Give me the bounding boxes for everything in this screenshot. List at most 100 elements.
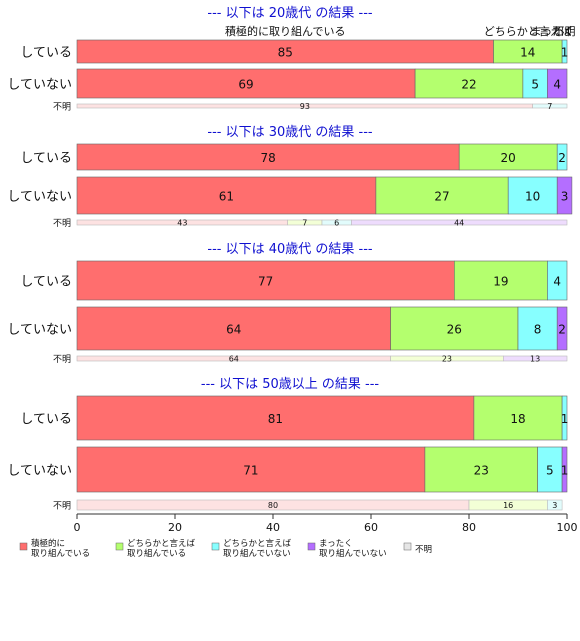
data-label: 14 [520,46,535,60]
bar-segment [561,39,568,64]
section-title: --- 以下は 40歳代 の結果 --- [207,242,373,257]
bar-segment [473,395,563,441]
bar-segment [76,446,426,493]
bar-segment [561,446,568,493]
row-label: している [20,151,72,166]
data-label: 3 [552,501,557,510]
row-label: していない [7,464,72,479]
x-tick-label: 100 [557,521,578,534]
data-label: 4 [553,275,561,289]
legend-swatch [403,542,412,551]
bar-segment [547,499,563,511]
data-label: 7 [302,219,307,228]
row-label: している [20,275,72,290]
legend-label: まったく [319,539,353,549]
data-label: 81 [268,412,283,426]
bar-segment [375,176,509,215]
data-label: 8 [534,323,542,337]
bar-segment [507,176,558,215]
row-label: していない [7,323,72,338]
bar-segment [517,306,558,351]
bar-segment [390,306,519,351]
data-label: 20 [501,151,516,165]
data-label: 64 [226,323,241,337]
x-tick-label: 20 [168,521,182,534]
data-label: 64 [229,355,239,364]
legend-label: 取り組んでいない [319,548,387,559]
data-label: 23 [474,464,489,478]
section-title: --- 以下は 30歳代 の結果 --- [207,125,373,140]
data-label: 1 [561,412,569,426]
bar-segment [522,68,548,99]
row-label: していない [7,190,72,205]
bar-segment [453,260,548,301]
data-label: 6 [334,219,339,228]
data-label: 1 [561,464,569,478]
data-label: 13 [530,355,540,364]
data-label: 2 [558,151,566,165]
bar-segment [76,143,460,171]
x-tick-label: 80 [462,521,476,534]
data-label: 7 [547,102,552,111]
section-title: --- 以下は 50歳以上 の結果 --- [201,377,380,392]
data-label: 16 [503,501,513,510]
bar-segment [547,68,568,99]
data-label: 69 [238,78,253,92]
legend-label: 取り組んでいる [31,548,90,559]
x-tick-label: 40 [266,521,280,534]
legend-swatch [115,542,124,551]
data-label: 78 [260,151,275,165]
bar-segment [556,143,568,171]
column-header-label: まったく [531,25,575,38]
bar-segment [76,260,455,301]
data-label: 61 [219,190,234,204]
bar-segment [76,395,475,441]
row-label: 不明 [53,501,71,512]
data-label: 23 [442,355,452,364]
data-label: 18 [510,412,525,426]
x-tick-label: 60 [364,521,378,534]
data-label: 43 [177,219,187,228]
bar-segment [351,219,568,226]
bar-segment [502,355,568,362]
legend-label: 取り組んでいる [127,548,186,559]
data-label: 3 [561,190,569,204]
row-label: 不明 [53,354,71,365]
legend-label: 取り組んでいない [223,548,291,559]
data-label: 71 [243,464,258,478]
data-label: 10 [525,190,540,204]
data-label: 19 [493,275,508,289]
bar-segment [76,306,391,351]
data-label: 26 [447,323,462,337]
bar-segment [537,446,563,493]
row-label: している [20,412,72,427]
legend-label: 不明 [415,545,432,555]
data-label: 27 [434,190,449,204]
data-label: 4 [553,78,561,92]
row-label: 不明 [53,218,71,229]
legend-swatch [307,542,316,551]
section-title: --- 以下は 20歳代 の結果 --- [207,6,373,21]
legend-swatch [211,542,220,551]
column-header-label: 積極的に取り組んでいる [225,24,345,38]
data-label: 1 [561,46,569,60]
bar-segment [76,176,377,215]
bar-segment [458,143,558,171]
bar-segment [424,446,538,493]
legend-label: 積極的に [31,538,65,549]
x-tick-label: 0 [74,521,81,534]
legend-swatch [19,542,28,551]
data-label: 2 [558,323,566,337]
data-label: 85 [278,46,293,60]
column-header-label: 不明 [554,25,576,38]
data-label: 5 [531,78,539,92]
bar-segment [556,176,573,215]
row-label: 不明 [53,102,71,113]
row-label: している [20,46,72,61]
data-label: 22 [461,78,476,92]
column-header-label: どちらかと言えば [484,25,572,38]
legend-label: どちらかと言えば [127,538,196,549]
data-label: 77 [258,275,273,289]
